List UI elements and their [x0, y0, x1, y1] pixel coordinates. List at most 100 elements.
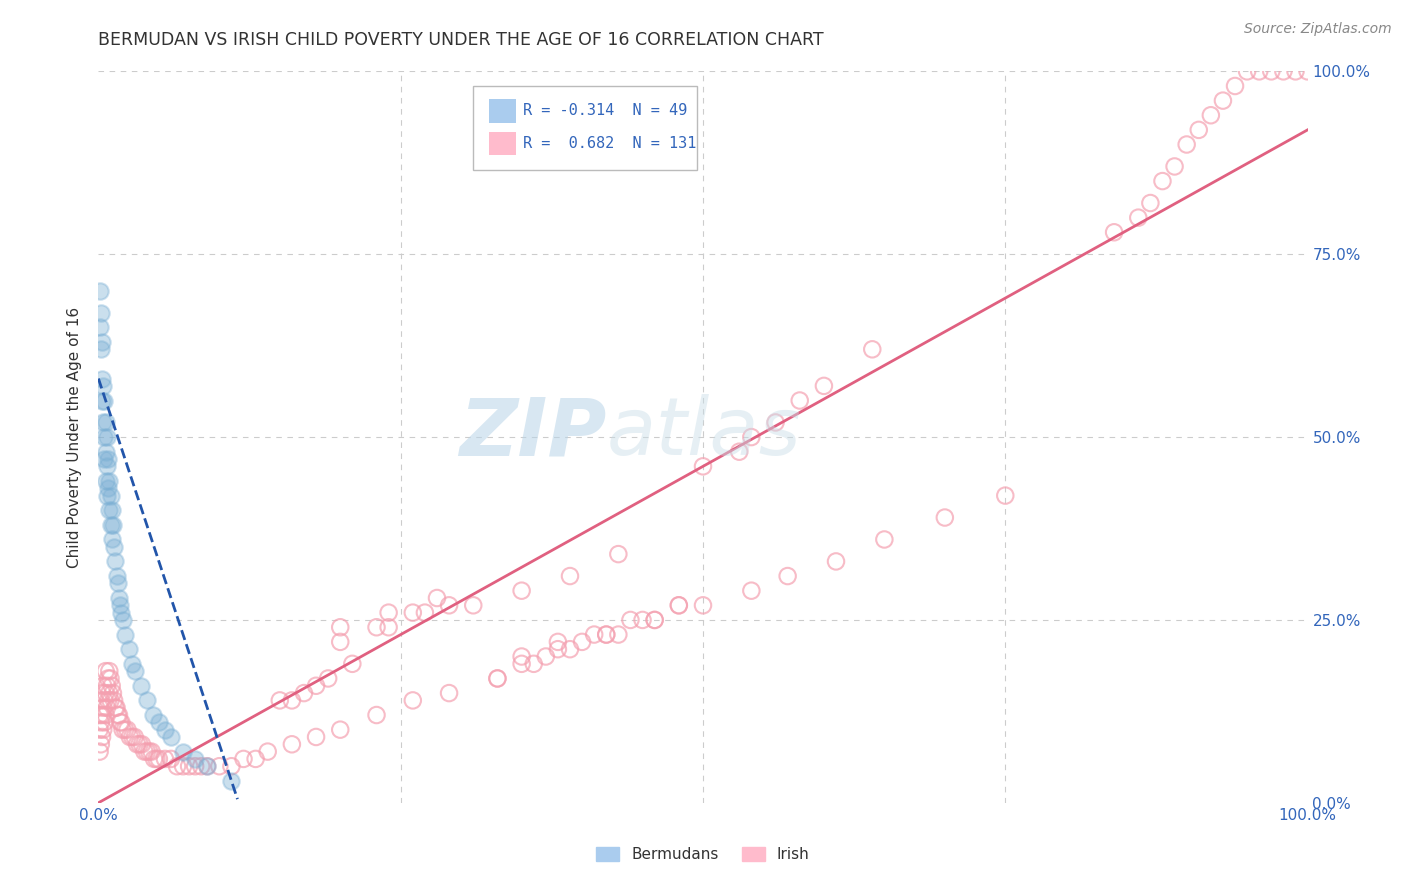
Point: [994, 489, 1017, 503]
Point: [91, 679, 114, 693]
Point: [583, 627, 606, 641]
Point: [107, 708, 129, 723]
Point: [595, 627, 617, 641]
Point: [93, 430, 115, 444]
Point: [89, 708, 111, 723]
Point: [105, 700, 128, 714]
Point: [90, 306, 112, 320]
Text: R =  0.682  N = 131: R = 0.682 N = 131: [523, 136, 696, 152]
Point: [305, 679, 328, 693]
Point: [595, 627, 617, 641]
Point: [631, 613, 654, 627]
Point: [221, 759, 243, 773]
Point: [111, 613, 134, 627]
Point: [94, 664, 117, 678]
Point: [105, 569, 128, 583]
Point: [1212, 94, 1234, 108]
Point: [619, 613, 641, 627]
Point: [558, 642, 581, 657]
Point: [437, 599, 460, 613]
Point: [547, 642, 569, 657]
Point: [547, 635, 569, 649]
Point: [135, 693, 157, 707]
Point: [402, 606, 425, 620]
Point: [1152, 174, 1174, 188]
Point: [571, 635, 593, 649]
Point: [1223, 78, 1246, 93]
Point: [668, 599, 690, 613]
Point: [94, 708, 117, 723]
Point: [98, 503, 121, 517]
Point: [153, 723, 176, 737]
Point: [813, 379, 835, 393]
Point: [486, 672, 509, 686]
Point: [108, 591, 131, 605]
Point: [98, 686, 121, 700]
Point: [138, 745, 160, 759]
Point: [94, 686, 117, 700]
Point: [668, 599, 690, 613]
Text: ZIP: ZIP: [458, 394, 606, 473]
Point: [91, 723, 114, 737]
Point: [160, 752, 183, 766]
Point: [91, 371, 114, 385]
Point: [607, 547, 630, 561]
Point: [402, 693, 425, 707]
Point: [437, 686, 460, 700]
Point: [232, 752, 254, 766]
Point: [172, 745, 194, 759]
Text: BERMUDAN VS IRISH CHILD POVERTY UNDER THE AGE OF 16 CORRELATION CHART: BERMUDAN VS IRISH CHILD POVERTY UNDER TH…: [98, 31, 824, 49]
Point: [128, 737, 150, 751]
Point: [89, 723, 111, 737]
Point: [96, 459, 118, 474]
Point: [153, 752, 176, 766]
FancyBboxPatch shape: [489, 132, 516, 155]
Point: [166, 759, 188, 773]
Point: [90, 715, 112, 730]
Point: [765, 416, 787, 430]
Point: [129, 679, 152, 693]
Point: [97, 693, 120, 707]
Point: [96, 430, 118, 444]
Point: [692, 599, 714, 613]
Point: [510, 583, 533, 598]
Point: [172, 759, 194, 773]
Point: [426, 591, 449, 605]
Point: [195, 759, 218, 773]
Point: [142, 708, 165, 723]
Point: [96, 679, 118, 693]
Point: [184, 752, 207, 766]
Point: [329, 620, 352, 634]
Point: [160, 730, 183, 744]
Point: [90, 343, 112, 357]
Point: [143, 752, 166, 766]
Point: [281, 693, 304, 707]
Point: [100, 693, 122, 707]
FancyBboxPatch shape: [489, 99, 516, 122]
Point: [510, 649, 533, 664]
Point: [1163, 160, 1185, 174]
Y-axis label: Child Poverty Under the Age of 16: Child Poverty Under the Age of 16: [67, 307, 83, 567]
Point: [1236, 64, 1258, 78]
Point: [1284, 64, 1306, 78]
Point: [94, 444, 117, 458]
Point: [121, 657, 143, 671]
Point: [256, 745, 278, 759]
Point: [91, 334, 114, 349]
Point: [135, 745, 157, 759]
Point: [107, 576, 129, 591]
Text: Source: ZipAtlas.com: Source: ZipAtlas.com: [1244, 22, 1392, 37]
Point: [103, 540, 125, 554]
Point: [93, 715, 115, 730]
Point: [463, 599, 485, 613]
Point: [110, 715, 132, 730]
Point: [97, 481, 120, 495]
Point: [91, 686, 114, 700]
Point: [245, 752, 267, 766]
Point: [366, 708, 388, 723]
Point: [860, 343, 883, 357]
Point: [607, 627, 630, 641]
Point: [413, 606, 436, 620]
Point: [89, 745, 111, 759]
Point: [148, 715, 170, 730]
